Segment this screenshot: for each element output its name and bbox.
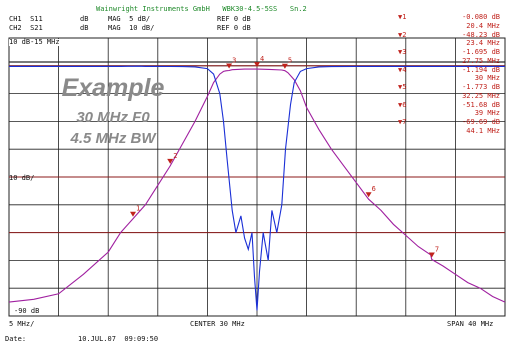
marker-triangle — [428, 252, 435, 258]
marker-frequency: 44.1 MHz — [466, 126, 500, 135]
marker-number: 6 — [372, 185, 376, 193]
marker-frequency: 39 MHz — [474, 109, 500, 117]
marker-triangle — [365, 192, 372, 198]
bottom-left-label: -90 dB — [14, 307, 40, 315]
marker-triangle — [226, 63, 233, 69]
marker-number: 1 — [136, 205, 140, 213]
ch2-label: CH2 S21 — [9, 24, 43, 32]
marker-value: -48.23 dB — [462, 30, 500, 39]
marker-value: -1.194 dB — [462, 65, 500, 74]
date-value: 10.JUL.07 09:09:50 — [78, 335, 159, 343]
span-label: SPAN 40 MHz — [447, 320, 494, 328]
marker-frequency: 20.4 MHz — [466, 21, 500, 30]
marker-frequency: 27.75 MHz — [462, 56, 500, 65]
marker-triangle — [281, 63, 288, 69]
s21-trace — [8, 68, 506, 303]
marker-points: 1 2 3 4 5 6 7 — [130, 55, 439, 258]
marker-symbol: ▼7 — [398, 118, 407, 126]
marker-value: -1.695 dB — [462, 48, 500, 56]
marker-number: 3 — [232, 57, 236, 65]
s11-trace — [9, 65, 505, 311]
marker-frequency: 32.25 MHz — [462, 91, 500, 100]
marker-triangle — [130, 211, 136, 217]
marker-value: -51.68 dB — [462, 100, 500, 109]
ch1-ref: REF 0 dB — [217, 15, 251, 23]
marker-symbol: ▼6 — [398, 100, 407, 109]
top-left-label: 10 dB-15 MHz — [9, 38, 60, 46]
marker-frequency: 23.4 MHz — [466, 39, 500, 47]
marker-triangle — [167, 158, 174, 164]
marker-value: -69.69 dB — [462, 118, 500, 126]
ch2-format: dB — [80, 24, 89, 32]
ch1-format: dB — [80, 15, 89, 23]
marker-value: -1.773 dB — [462, 83, 500, 91]
marker-number: 7 — [435, 246, 439, 254]
marker-frequency: 30 MHz — [474, 74, 500, 82]
marker-triangle — [254, 62, 260, 68]
date-label: Date: — [5, 335, 27, 343]
trace-lines — [8, 65, 506, 311]
mid-left-label: 10 dB/ — [9, 174, 35, 182]
x-scale-label: 5 MHz/ — [9, 320, 35, 328]
marker-number: 2 — [173, 152, 177, 160]
marker-symbol: ▼2 — [398, 30, 407, 39]
ch2-scale: MAG 10 dB/ — [108, 24, 155, 32]
example-bandwidth: 4.5 MHz BW — [70, 130, 156, 147]
example-center-frequency: 30 MHz F0 — [76, 109, 150, 126]
marker-symbol: ▼1 — [398, 13, 407, 21]
instrument-title: Wainwright Instruments GmbH WBK30-4.5-5S… — [96, 5, 307, 13]
ch1-scale: MAG 5 dB/ — [108, 15, 151, 23]
marker-value: -0.080 dB — [462, 13, 500, 21]
ch1-label: CH1 S11 — [9, 15, 43, 23]
ch2-ref: REF 0 dB — [217, 24, 251, 32]
marker-symbol: ▼3 — [398, 48, 407, 56]
marker-symbol: ▼4 — [398, 65, 407, 74]
center-frequency-label: CENTER 30 MHz — [190, 320, 245, 328]
example-title: Example — [61, 74, 165, 102]
plot-grid — [8, 37, 506, 317]
marker-symbol: ▼5 — [398, 83, 407, 91]
marker-number: 5 — [288, 57, 292, 65]
marker-number: 4 — [260, 55, 264, 63]
